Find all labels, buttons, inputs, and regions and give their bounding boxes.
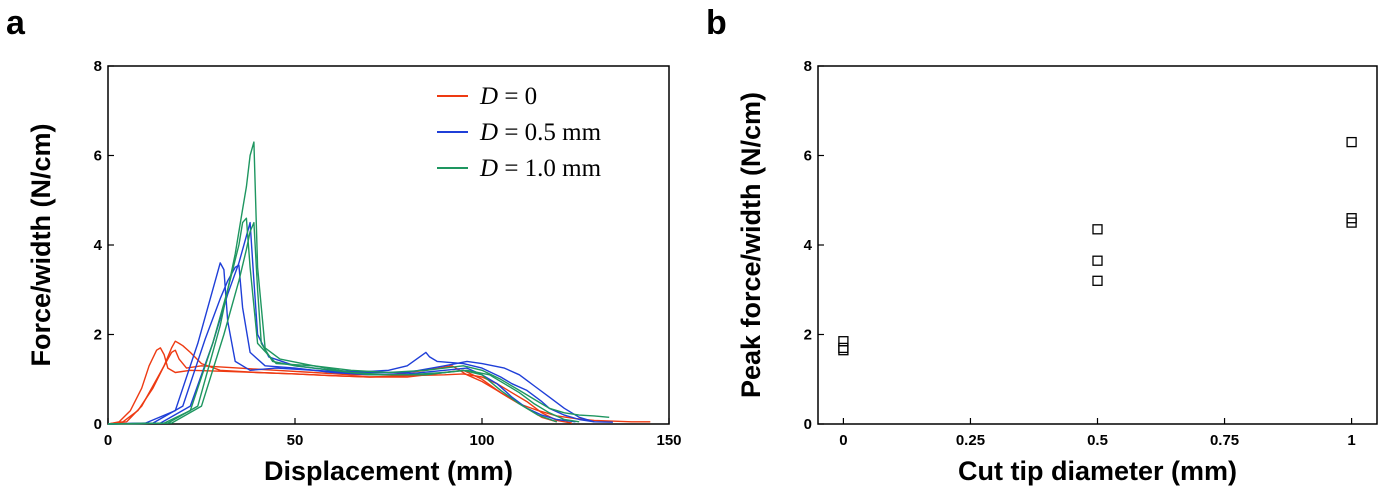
- panel-a-legend: D = 0 D = 0.5 mm D = 1.0 mm: [437, 83, 602, 182]
- panel-a-y-tick-label: 6: [94, 148, 102, 165]
- panel-a-series-line-D0-3: [107, 349, 558, 425]
- panel-b-data-point-2: [838, 345, 849, 356]
- panel-b-x-tick-label: 1: [1347, 432, 1355, 449]
- panel-b-plot-frame: [817, 65, 1378, 425]
- panel-a-series-line-D10-9: [107, 221, 580, 425]
- panel-a-x-tick-label: 100: [469, 432, 494, 449]
- panel-a-series-line-D05-4: [107, 262, 613, 425]
- panel-b-data-point-4: [1092, 224, 1103, 235]
- panel-b-ticks: 0 0.25 0.5 0.75 1 0 2 4 6 8: [804, 58, 1356, 449]
- panel-a-y-axis-title: Force/width (N/cm): [26, 123, 56, 366]
- panel-b-data-point-7: [1346, 136, 1357, 148]
- panel-b-y-tick-label: 4: [804, 237, 813, 254]
- panel-b-y-tick-label: 6: [804, 148, 812, 165]
- panel-b-y-tick-label: 8: [804, 58, 812, 75]
- panel-a-y-tick-label: 0: [94, 416, 102, 433]
- panel-b-scatter-chart: 0 0.25 0.5 0.75 1 0 2 4 6 8 Cut tip diameter (mm)…: [736, 58, 1378, 486]
- panel-a-y-tick-label: 8: [94, 58, 102, 75]
- panel-a-series-line-D0-2: [107, 340, 651, 425]
- panel-b-data-point-1: [838, 336, 849, 347]
- panel-a-legend-label: D = 1.0 mm: [479, 155, 602, 182]
- panel-b-y-tick-label: 2: [804, 327, 812, 344]
- panel-b-x-tick-label: 0: [839, 432, 847, 449]
- panel-b-x-axis-title: Cut tip diameter (mm): [958, 456, 1237, 486]
- panel-b-y-tick-label: 0: [804, 416, 812, 433]
- panel-b-x-tick-label: 0.75: [1210, 432, 1239, 449]
- panel-a-legend-label: D = 0: [479, 83, 537, 110]
- panel-a-legend-label: D = 0.5 mm: [479, 119, 602, 146]
- panel-b-x-tick-label: 0.25: [956, 432, 985, 449]
- panel-b-data-point-9: [1346, 217, 1357, 228]
- panel-a-series-line-D10-7: [107, 217, 558, 425]
- panel-a-y-tick-label: 2: [94, 327, 102, 344]
- panel-a-x-tick-label: 150: [656, 432, 681, 449]
- panel-a-line-chart: 0 50 100 150 0 2 4 6 8 D = 0 D = 0.5 mm D = 1.0 mm…: [26, 58, 682, 486]
- panel-a-x-tick-label: 0: [104, 432, 112, 449]
- panel-b-points: [838, 136, 1357, 356]
- panel-letter-b: b: [706, 4, 727, 42]
- panel-a-x-axis-title: Displacement (mm): [264, 456, 513, 486]
- panel-b-y-axis-title: Peak force/width (N/cm): [736, 92, 766, 398]
- panel-a-y-tick-label: 4: [94, 237, 103, 254]
- panel-b-x-tick-label: 0.5: [1087, 432, 1108, 449]
- panel-a-series: [107, 141, 651, 425]
- panel-b-data-point-3: [838, 342, 849, 354]
- panel-b-data-point-6: [1092, 275, 1103, 286]
- panel-a-series-line-D05-5: [107, 264, 576, 425]
- panel-letter-a: a: [6, 4, 26, 42]
- panel-a-x-tick-label: 50: [287, 432, 304, 449]
- panel-b-data-point-5: [1092, 255, 1103, 266]
- panel-a-series-line-D10-8: [107, 141, 610, 425]
